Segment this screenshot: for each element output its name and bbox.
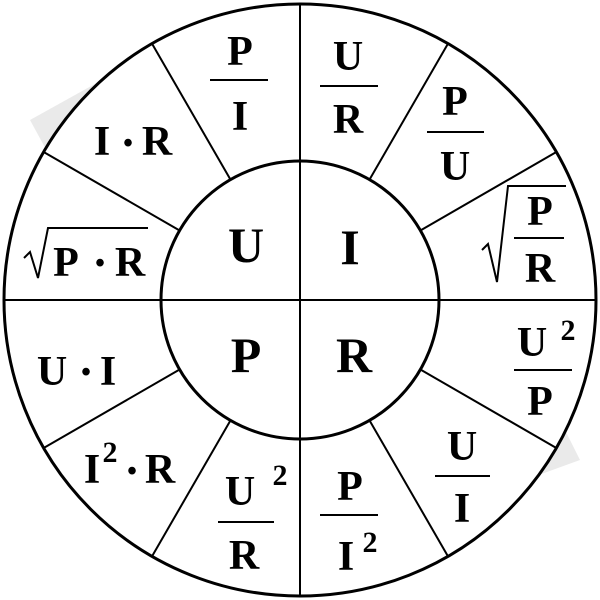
formula-dot: • — [81, 357, 91, 388]
formula-denominator: U — [440, 144, 470, 190]
formula-u-squared-over-r: U 2 R — [218, 459, 288, 579]
formula-exponent: 2 — [363, 526, 378, 559]
formula-numerator: U — [517, 320, 547, 366]
formula-denominator: I — [232, 94, 248, 140]
formula-numerator: P — [227, 29, 253, 75]
formula-denominator: I — [454, 486, 470, 532]
formula-p-over-u: P U — [427, 79, 484, 190]
formula-dot: • — [95, 248, 105, 279]
formula-u-over-i: U I — [435, 424, 490, 532]
center-label-u: U — [228, 217, 264, 273]
formula-u-times-i: U • I — [37, 349, 116, 395]
formula-exponent: 2 — [273, 459, 288, 492]
formula-dot: • — [123, 128, 133, 159]
center-label-r: R — [336, 327, 373, 383]
segment-divider — [43, 151, 181, 232]
formula-sqrt-p-times-r: P • R — [23, 227, 148, 286]
formula-factor-a: P — [53, 240, 79, 286]
formula-sqrt-p-over-r: P R — [481, 185, 566, 292]
formula-factor-a: U — [37, 349, 67, 395]
formula-denominator: R — [333, 97, 364, 143]
formula-p-over-i: P I — [210, 29, 268, 140]
formula-numerator: U — [225, 469, 255, 515]
radical-sign — [23, 227, 148, 279]
segment-divider — [151, 43, 232, 181]
formula-numerator: U — [333, 34, 363, 80]
formula-p-over-i-squared: P I 2 — [320, 464, 378, 580]
formula-factor-b: R — [145, 447, 176, 493]
formula-factor-b: R — [115, 240, 146, 286]
formula-denominator: I — [338, 534, 354, 580]
formula-denominator: P — [527, 379, 553, 425]
formula-i-times-r: I • R — [94, 119, 173, 165]
formula-u-squared-over-p: U 2 P — [514, 314, 576, 425]
segment-dividers — [4, 4, 596, 596]
segment-divider — [368, 43, 449, 181]
radical-sign — [481, 185, 566, 283]
formula-factor-a: I — [94, 119, 110, 165]
formula-exponent: 2 — [561, 314, 576, 347]
formula-exponent: 2 — [103, 436, 118, 469]
center-label-p: P — [231, 327, 262, 383]
center-label-i: I — [340, 219, 359, 275]
formula-numerator: P — [527, 189, 553, 235]
segment-divider — [151, 419, 232, 557]
formula-factor-a: I — [84, 447, 100, 493]
formula-factor-b: I — [100, 349, 116, 395]
segment-divider — [43, 368, 181, 449]
formula-i-squared-times-r: I 2 • R — [84, 436, 176, 493]
formula-denominator: R — [525, 246, 556, 292]
formula-denominator: R — [229, 533, 260, 579]
formula-factor-b: R — [142, 119, 173, 165]
formula-numerator: P — [337, 464, 363, 510]
segment-divider — [368, 419, 449, 557]
formula-numerator: P — [442, 79, 468, 125]
formula-numerator: U — [447, 424, 477, 470]
segment-divider — [419, 151, 557, 232]
segment-divider — [419, 368, 557, 449]
formula-dot: • — [127, 456, 137, 487]
formula-u-over-r: U R — [320, 34, 378, 143]
